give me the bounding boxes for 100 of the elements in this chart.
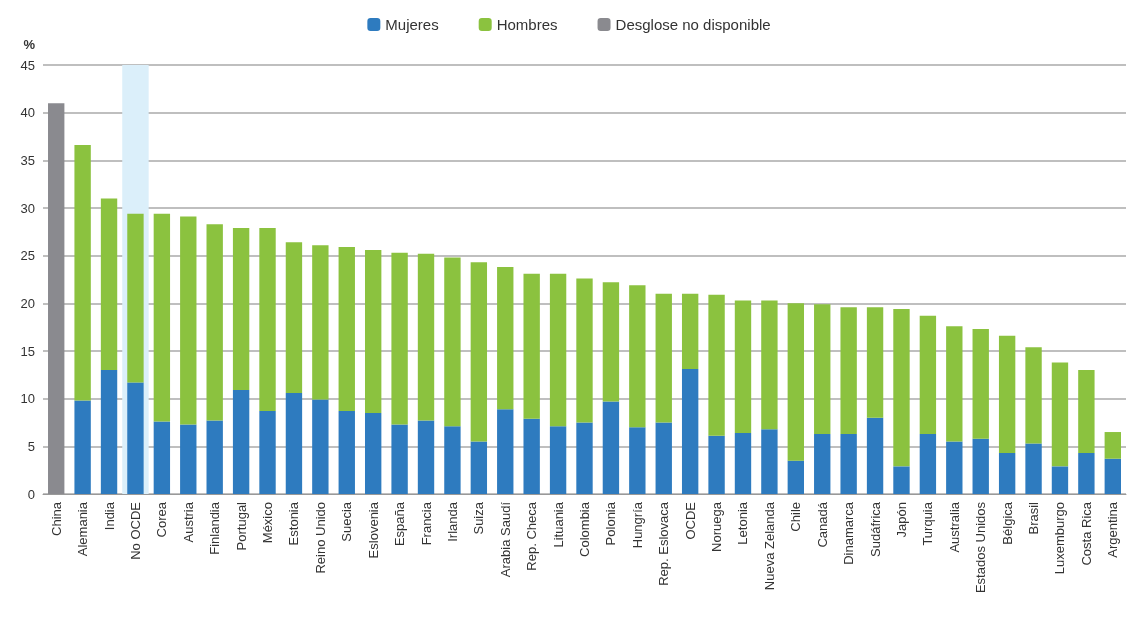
bar xyxy=(48,103,65,494)
bar xyxy=(840,307,857,434)
bar xyxy=(814,304,831,434)
bar xyxy=(1025,347,1042,444)
x-tick-label: Nueva Zelanda xyxy=(761,501,777,591)
bar xyxy=(681,293,699,370)
x-tick-label: Turquia xyxy=(920,501,936,546)
x-tick-label: Eslovenia xyxy=(365,501,381,559)
x-tick-label: Polonia xyxy=(603,501,619,546)
x-tick-label: Arabia Saudí xyxy=(497,501,513,578)
bar xyxy=(417,253,435,421)
legend-label: Mujeres xyxy=(385,16,439,33)
bar xyxy=(972,438,989,494)
bar xyxy=(972,329,989,439)
bar xyxy=(629,427,646,494)
bar xyxy=(734,432,752,494)
bar xyxy=(576,278,593,423)
x-tick-label: Luxemburgo xyxy=(1052,502,1068,575)
bar xyxy=(180,424,197,494)
x-tick-label: Francia xyxy=(418,501,434,546)
bar xyxy=(576,422,593,494)
bar xyxy=(946,326,963,442)
x-tick-label: Noruega xyxy=(709,501,725,552)
bar xyxy=(364,249,382,413)
x-tick-label: Suecia xyxy=(339,501,355,542)
bar xyxy=(708,435,725,494)
x-tick-label: No OCDE xyxy=(127,501,143,560)
bar xyxy=(391,252,408,425)
x-tick-label: China xyxy=(48,501,64,536)
bar xyxy=(259,411,276,494)
bar xyxy=(893,309,910,467)
bar xyxy=(444,426,461,494)
bar xyxy=(127,382,144,494)
y-tick-label: 20 xyxy=(20,295,35,311)
bar xyxy=(602,282,620,402)
bar xyxy=(866,307,884,418)
bar xyxy=(998,335,1016,454)
bar xyxy=(1078,370,1095,454)
legend-label: Hombres xyxy=(496,16,558,33)
bar xyxy=(655,293,672,423)
bar xyxy=(840,433,857,494)
bar xyxy=(312,399,329,494)
bar xyxy=(232,228,250,391)
x-tick-label: Lituania xyxy=(550,501,566,548)
bar xyxy=(893,466,910,494)
bar xyxy=(1104,458,1121,494)
x-tick-label: Rep. Checa xyxy=(524,501,540,571)
bar xyxy=(523,273,540,419)
bar xyxy=(602,401,620,494)
x-tick-label: India xyxy=(101,501,117,531)
x-tick-label: Portugal xyxy=(233,501,249,551)
bar xyxy=(523,418,540,494)
x-tick-label: Corea xyxy=(154,501,170,538)
x-tick-label: Finlandia xyxy=(207,501,223,555)
x-tick-label: Costa Rica xyxy=(1078,501,1094,566)
bar xyxy=(153,213,171,422)
bar xyxy=(100,198,118,371)
y-tick-label: 45 xyxy=(20,57,35,73)
bar xyxy=(497,267,514,410)
bar xyxy=(655,422,672,494)
y-tick-label: 15 xyxy=(20,343,35,359)
x-tick-label: Irlanda xyxy=(444,501,460,542)
x-tick-label: Japón xyxy=(893,502,909,538)
x-tick-label: Rep. Eslovaca xyxy=(656,501,672,586)
x-tick-label: México xyxy=(260,502,276,544)
bar xyxy=(180,216,197,425)
bar xyxy=(761,300,778,430)
bar xyxy=(549,273,567,427)
x-tick-label: Chile xyxy=(788,502,804,532)
bar xyxy=(444,257,461,427)
x-tick-label: Letonia xyxy=(735,501,751,545)
x-tick-label: Argentina xyxy=(1105,501,1121,558)
x-tick-label: España xyxy=(392,501,408,547)
bar xyxy=(470,441,488,494)
bar xyxy=(549,426,567,494)
bar xyxy=(391,424,408,494)
y-tick-label: 25 xyxy=(20,248,35,264)
bar xyxy=(338,411,355,494)
bar xyxy=(998,453,1016,494)
x-tick-label: Alemania xyxy=(75,501,91,557)
x-tick-label: Brasil xyxy=(1026,501,1042,535)
bar xyxy=(1051,362,1069,467)
bar xyxy=(74,400,91,494)
x-tick-label: Bélgica xyxy=(999,501,1015,545)
bar xyxy=(364,412,382,494)
bar xyxy=(866,417,884,494)
x-tick-label: Reino Unido xyxy=(312,502,328,574)
bar xyxy=(470,262,488,442)
y-tick-label: 40 xyxy=(20,105,35,121)
y-tick-label: 0 xyxy=(27,486,35,502)
bar xyxy=(206,224,223,421)
bar xyxy=(1078,453,1095,494)
bar xyxy=(497,409,514,494)
y-tick-label: 35 xyxy=(20,152,35,168)
bar xyxy=(285,392,303,494)
y-tick-label: 30 xyxy=(20,200,35,216)
x-tick-label: Sudáfrica xyxy=(867,501,883,557)
bar xyxy=(338,247,355,412)
bar xyxy=(708,294,725,436)
y-tick-label: 5 xyxy=(27,438,35,454)
